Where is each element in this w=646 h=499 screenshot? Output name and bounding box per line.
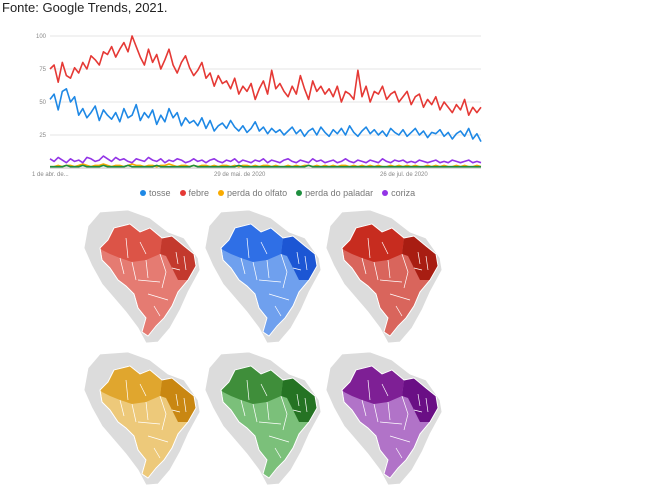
map-febre-2: [322, 208, 443, 344]
y-tick-label: 25: [39, 133, 46, 139]
legend-dot-icon: [140, 190, 146, 196]
legend-item[interactable]: perda do paladar: [296, 188, 373, 198]
series-line-coriza: [49, 155, 482, 164]
x-tick-label: 29 de mai. de 2020: [214, 172, 266, 178]
map-olfato: [80, 350, 201, 486]
legend-item[interactable]: coriza: [382, 188, 415, 198]
y-tick-label: 50: [39, 100, 46, 106]
legend-label: perda do olfato: [227, 188, 288, 198]
legend-dot-icon: [218, 190, 225, 196]
map-coriza: [322, 350, 443, 486]
legend-label: febre: [188, 188, 210, 198]
legend-dot-icon: [179, 190, 186, 196]
legend-item[interactable]: febre: [179, 188, 210, 198]
legend-item[interactable]: tosse: [140, 188, 171, 198]
legend-label: tosse: [149, 188, 171, 198]
legend-label: perda do paladar: [305, 188, 374, 198]
map-paladar: [201, 350, 322, 486]
trends-line-chart: 100 75 50 25 1 de abr. de... 29 de mai. de 2…: [32, 34, 482, 178]
x-axis-ticks: 1 de abr. de... 29 de mai. de 2020 26 de j…: [32, 172, 428, 178]
legend-dot-icon: [296, 190, 303, 196]
x-tick-label: 1 de abr. de...: [32, 172, 69, 178]
legend-item[interactable]: perda do olfato: [218, 188, 287, 198]
legend-dot-icon: [382, 190, 389, 196]
y-tick-label: 100: [36, 34, 47, 40]
map-tosse: [201, 208, 322, 344]
series-line-febre: [49, 35, 482, 116]
map-febre-1: [80, 208, 201, 344]
legend-label: coriza: [391, 188, 416, 198]
source-caption: Fonte: Google Trends, 2021.: [2, 0, 168, 15]
y-tick-label: 75: [39, 67, 46, 73]
y-axis-ticks: 100 75 50 25: [36, 34, 47, 139]
series-line-tosse: [49, 88, 482, 142]
series-line-perda-do-paladar: [50, 164, 481, 168]
chart-legend: tosse febre perda do olfato perda do palada…: [140, 186, 415, 200]
x-tick-label: 26 de jul. de 2020: [380, 172, 428, 178]
series-lines: [49, 35, 482, 168]
state-maps-grid: [80, 208, 443, 493]
